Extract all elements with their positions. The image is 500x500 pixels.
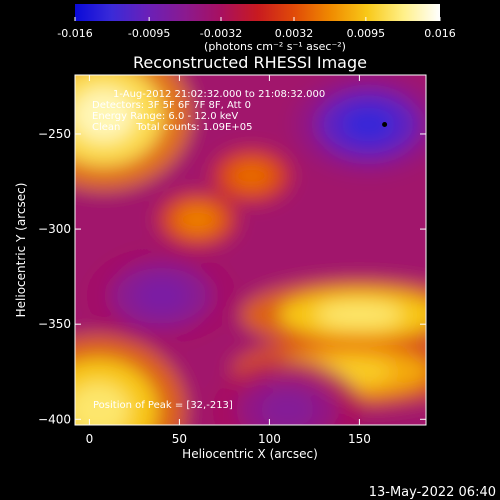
y-tick-label: −300: [38, 222, 71, 236]
heatmap-blob-core: [75, 382, 130, 425]
heatmap-area: [75, 75, 426, 425]
heatmap-blob-core: [341, 106, 396, 143]
plot-frame: [74, 74, 427, 426]
heatmap-blob-core: [134, 277, 189, 314]
info-clean-counts: Clean Total counts: 1.09E+05: [92, 122, 252, 133]
colorbar: [75, 4, 440, 21]
x-tick-label: 50: [172, 432, 187, 446]
colorbar-ticks: -0.016 -0.0095 -0.0032 0.0032 0.0095 0.016: [57, 17, 456, 40]
colorbar-units-label: (photons cm⁻² s⁻¹ asec⁻²): [204, 40, 346, 53]
heatmap-blob-core: [260, 391, 315, 425]
info-detectors: Detectors: 3F 5F 6F 7F 8F, Att 0: [92, 100, 251, 111]
y-axis-label: Heliocentric Y (arcsec): [14, 183, 28, 318]
colorbar-tick-label: -0.0095: [128, 27, 170, 40]
x-axis-label: Heliocentric X (arcsec): [182, 447, 318, 461]
info-energy-range: Energy Range: 6.0 - 12.0 keV: [92, 111, 238, 122]
x-axis-ticks: 0 50 100 150: [86, 75, 371, 446]
y-tick-label: −250: [38, 127, 71, 141]
colorbar-tick-label: 0.0032: [275, 27, 314, 40]
x-tick-label: 0: [86, 432, 94, 446]
x-tick-label: 150: [348, 432, 371, 446]
colorbar-tick-label: -0.016: [57, 27, 92, 40]
peak-marker: [382, 121, 388, 127]
heatmap-blob-core: [183, 209, 212, 230]
footer-date: 13-May-2022 06:40: [369, 485, 496, 500]
plot-title: Reconstructed RHESSI Image: [133, 53, 367, 72]
info-time-range: 1-Aug-2012 21:02:32.000 to 21:08:32.000: [113, 89, 325, 100]
colorbar-tick-label: 0.016: [424, 27, 456, 40]
peak-position-text: Position of Peak = [32,-213]: [93, 400, 233, 411]
colorbar-tick-label: -0.0032: [200, 27, 242, 40]
heatmap-blob-core: [237, 165, 266, 186]
y-axis-ticks: −250 −300 −350 −400: [38, 127, 426, 426]
colorbar-tick-label: 0.0095: [347, 27, 386, 40]
heatmap-blob-core: [316, 302, 403, 328]
y-tick-label: −350: [38, 317, 71, 331]
heatmap-blob-core: [75, 87, 136, 142]
x-tick-label: 100: [258, 432, 281, 446]
y-tick-label: −400: [38, 412, 71, 426]
